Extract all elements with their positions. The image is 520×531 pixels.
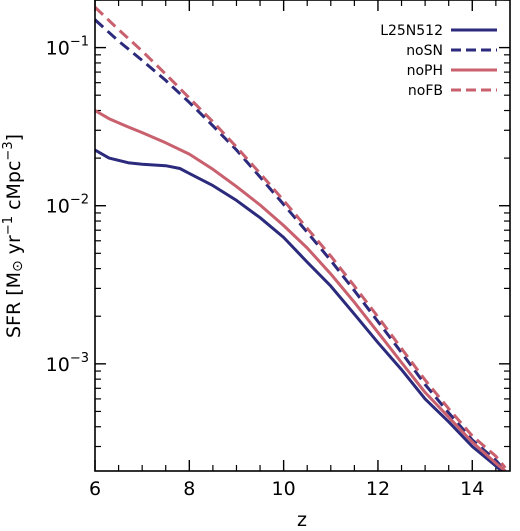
series-line-l25n512 [95, 148, 504, 471]
legend-label: noFB [408, 83, 443, 99]
tick-marks [94, 0, 510, 471]
x-tick-label: 14 [460, 478, 484, 500]
tick-labels: 6 8 10 12 14 10−3 10−2 10−1 [46, 35, 485, 500]
legend-label: L25N512 [380, 23, 443, 39]
legend-label: noPH [407, 63, 443, 79]
series-lines [95, 6, 507, 471]
y-tick-label: 10−2 [46, 193, 89, 218]
x-tick-label: 10 [272, 478, 296, 500]
legend: L25N512 noSN noPH noFB [380, 23, 497, 99]
series-line-noph [95, 109, 507, 471]
y-tick-label: 10−1 [46, 35, 89, 60]
plot-frame [94, 0, 511, 472]
series-line-nosn [95, 18, 507, 471]
legend-label: noSN [406, 43, 443, 59]
x-tick-label: 8 [183, 478, 195, 500]
x-tick-label: 12 [366, 478, 390, 500]
x-tick-label: 6 [89, 478, 101, 500]
y-axis-title: SFR [M⊙ yr−1 cMpc−3] [1, 134, 26, 338]
x-axis-title: z [297, 509, 307, 531]
y-tick-label: 10−3 [46, 351, 89, 376]
series-line-nofb [95, 6, 507, 469]
